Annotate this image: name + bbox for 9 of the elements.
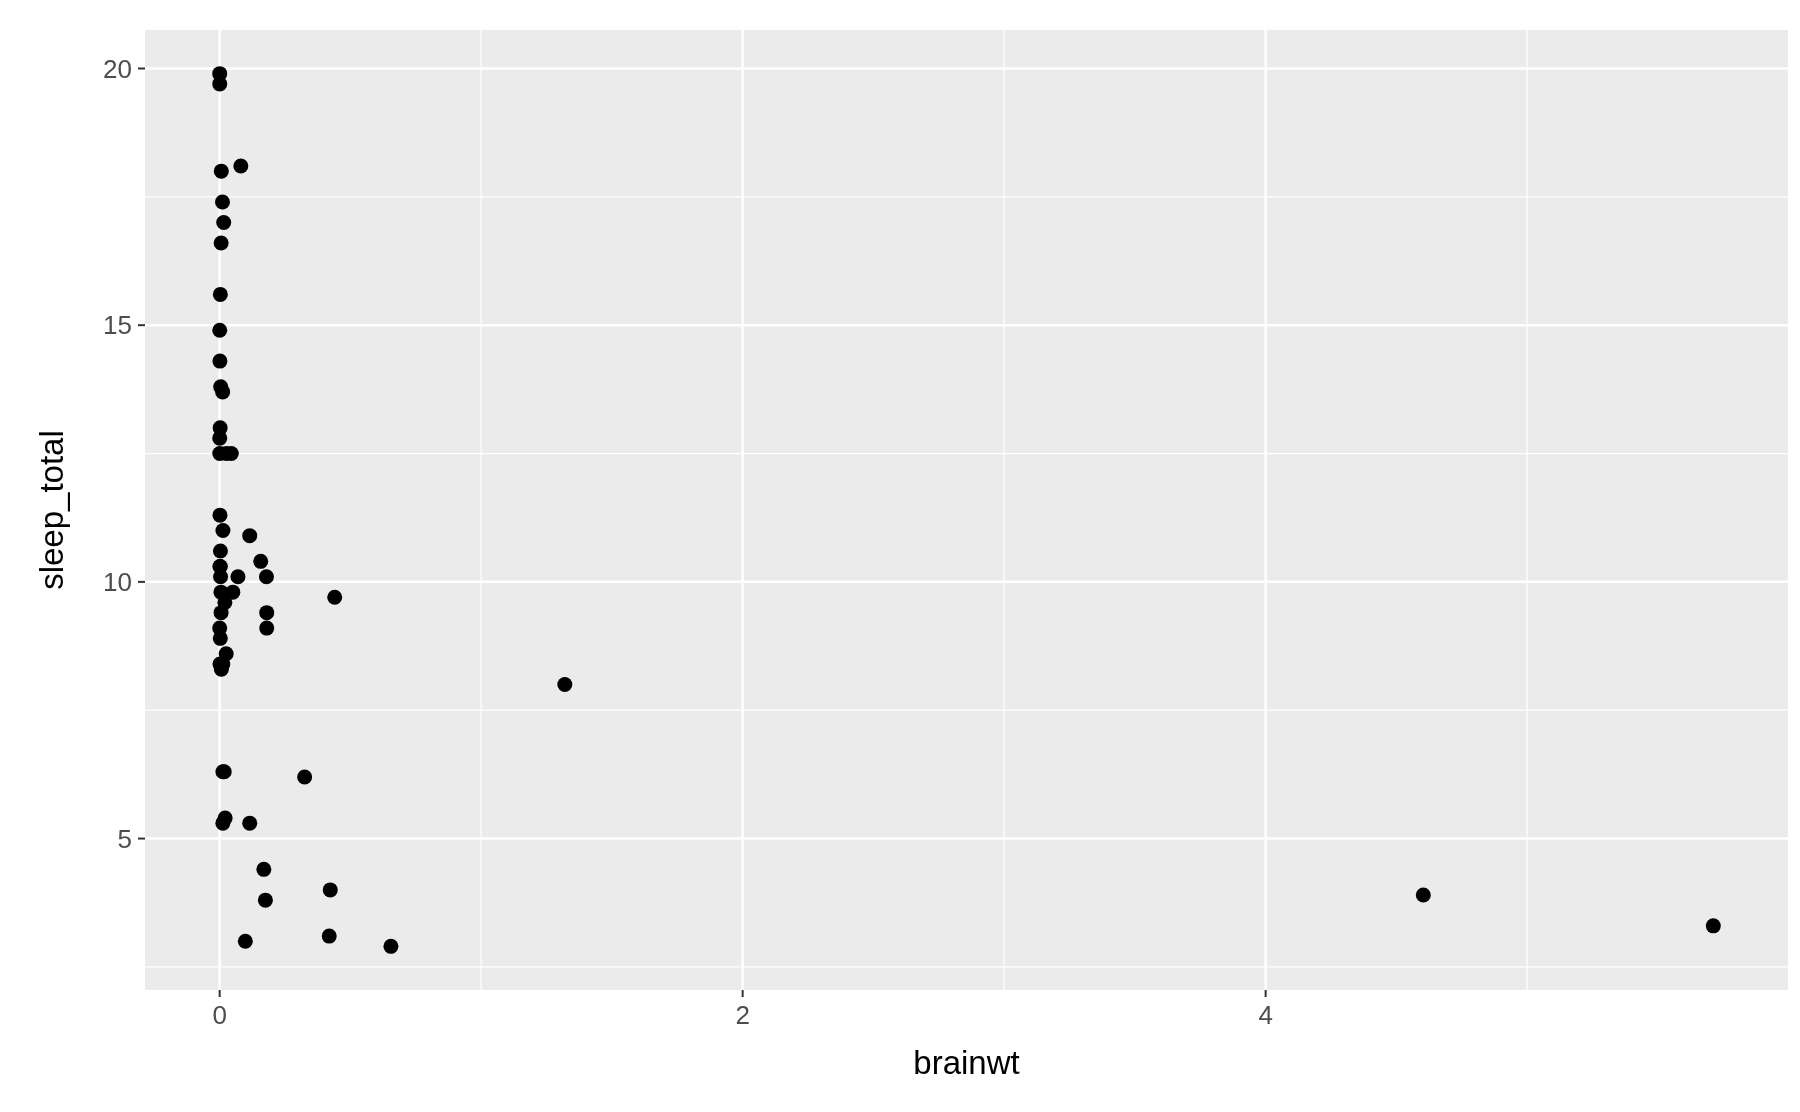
x-tick-label: 4 [1258, 1000, 1273, 1030]
y-tick-label: 5 [117, 823, 132, 854]
y-tick-label: 15 [103, 310, 132, 341]
x-tick-label: 2 [735, 1000, 750, 1030]
y-tick-label: 20 [103, 53, 132, 84]
x-tick-label: 0 [212, 1000, 227, 1030]
y-tick-label: 10 [103, 566, 132, 597]
x-axis-title: brainwt [913, 1044, 1020, 1081]
y-axis-title: sleep_total [33, 430, 70, 590]
